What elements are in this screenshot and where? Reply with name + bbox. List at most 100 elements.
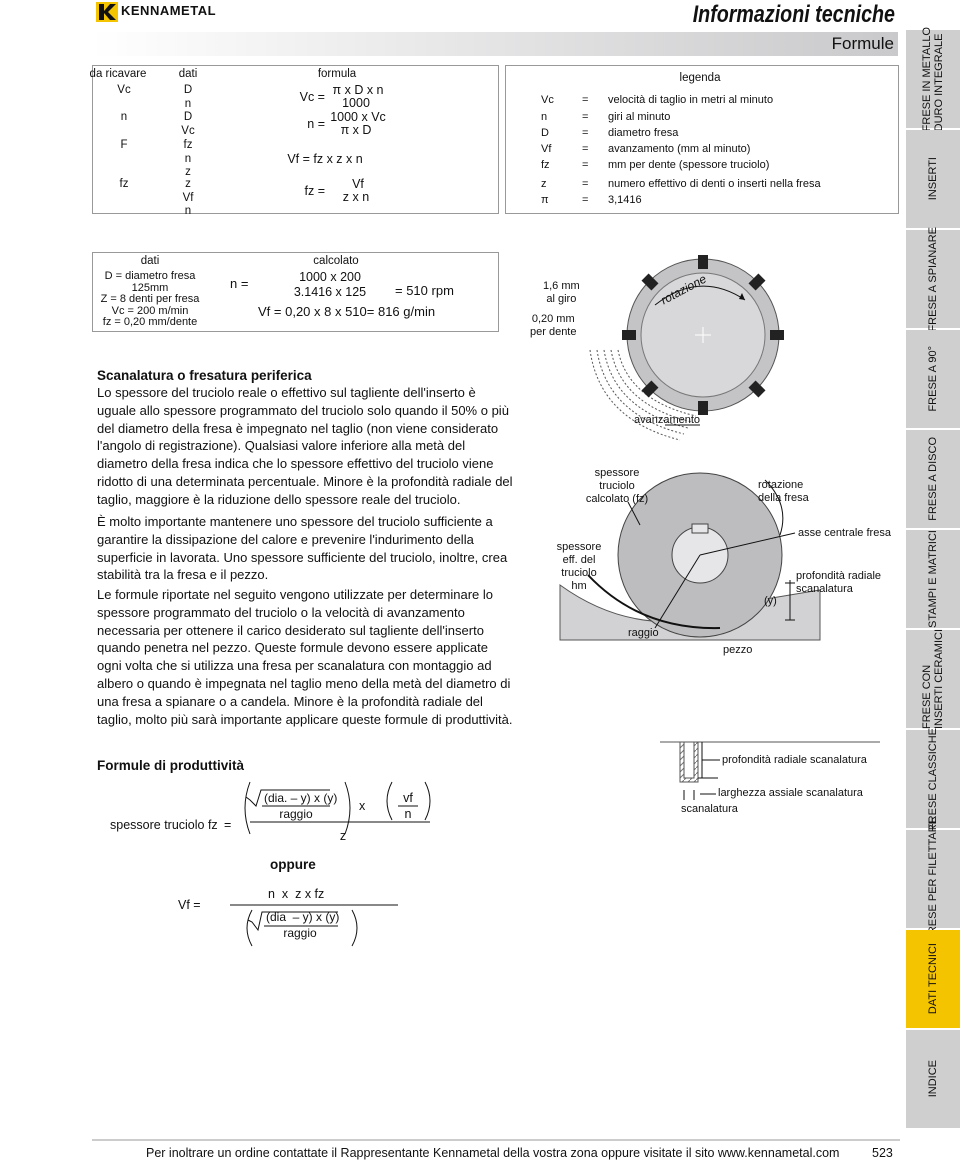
legend-symbol: = xyxy=(582,143,589,155)
drawing-part xyxy=(770,330,784,340)
page-number: 523 xyxy=(872,1146,893,1160)
drawing-part xyxy=(699,532,796,556)
legend-symbol: = xyxy=(582,194,589,206)
formula-text: 3.1416 x 125 xyxy=(293,285,367,299)
formula-text: vf xyxy=(403,791,413,805)
drawing-part xyxy=(230,781,431,947)
tab-label: INSERTI xyxy=(927,157,939,200)
paragraph: È molto importante mantenere uno spessor… xyxy=(97,514,508,583)
sidebar-tab[interactable]: FRESE PER FILETTARE xyxy=(906,817,960,941)
formula-text: Vc = xyxy=(299,90,325,104)
formula-text: 1000 x Vc xyxy=(330,110,386,124)
drawing-part xyxy=(587,574,721,630)
diagram-label: asse centrale fresa xyxy=(798,527,891,539)
drawing-part xyxy=(627,501,641,526)
table-cell: fz xyxy=(119,178,129,190)
formula-text: 1000 x 200 xyxy=(299,270,361,284)
diagram-label: pezzo xyxy=(723,644,753,656)
sidebar-tab[interactable]: DATI TECNICI xyxy=(906,930,960,1030)
legend-title: legenda xyxy=(679,72,721,84)
formula-text: n x z x fz xyxy=(268,887,325,901)
tab-label: DATI TECNICI xyxy=(927,943,939,1014)
formula-text: raggio xyxy=(283,926,317,940)
tab-label: FRESE CLASSICHE xyxy=(927,728,939,830)
formula-text: z x n xyxy=(342,190,370,204)
sidebar-tab[interactable]: FRESE A 90° xyxy=(906,330,960,430)
drawing-part xyxy=(589,349,681,441)
paragraph: Lo spessore del truciolo reale o effetti… xyxy=(97,385,513,507)
tab-label: FRESE A DISCO xyxy=(927,437,939,521)
tab-label: FRESE PER FILETTARE xyxy=(927,817,939,941)
diagram-label: rotazione della fresa xyxy=(758,479,809,505)
tab-label: FRESE A SPIANARE xyxy=(927,227,939,332)
tab-label-line: FRESE IN METALLO xyxy=(921,26,933,132)
text-line: truciolo xyxy=(599,480,635,492)
text-line: della fresa xyxy=(758,492,809,504)
table-header: da ricavare xyxy=(89,68,147,80)
diagram-label: raggio xyxy=(628,627,659,639)
legend-text: 3,1416 xyxy=(608,194,642,206)
formula-text: n = xyxy=(307,117,325,131)
text-line: spessore xyxy=(556,541,602,553)
diagram-label: scanalatura xyxy=(681,803,738,815)
tab-label-line: STAMPI E MATRICI xyxy=(927,530,939,628)
tab-label-line: INSERTI CERAMICI xyxy=(933,628,945,730)
drawing-part xyxy=(246,909,253,947)
drawing-part xyxy=(351,909,358,947)
legend-box xyxy=(505,65,899,214)
table-cell: F xyxy=(120,139,128,151)
drawing-part xyxy=(99,4,116,20)
formula-text: π x D xyxy=(340,123,372,137)
legend-text: mm per dente (spessore truciolo) xyxy=(608,159,770,171)
legend-symbol: Vc xyxy=(541,94,554,106)
sidebar-tab[interactable]: FRESE CLASSICHE xyxy=(906,728,960,830)
table-cell: n xyxy=(184,205,192,217)
formula-text: (dia – y) x (y) xyxy=(266,910,340,924)
tab-label-line: FRESE A 90° xyxy=(927,346,939,412)
sidebar-tab[interactable]: FRESE CON INSERTI CERAMICI xyxy=(906,628,960,730)
diagram-label: spessore eff. del truciolo hm xyxy=(557,541,602,593)
brand: KENNAMETAL xyxy=(121,3,217,18)
drawing-part xyxy=(386,781,393,821)
formula-text: oppure xyxy=(270,857,316,872)
tab-label: FRESE A 90° xyxy=(927,346,939,412)
drawing-part xyxy=(610,349,693,423)
example-text: fz = 0,20 mm/dente xyxy=(102,316,198,328)
formula-text: (dia. – y) x (y) xyxy=(264,791,338,805)
drawing-part xyxy=(698,255,708,269)
text-line: truciolo xyxy=(561,567,597,579)
sidebar-tab[interactable]: FRESE A SPIANARE xyxy=(906,227,960,332)
example-text: Vc = 200 m/min xyxy=(111,304,189,317)
table-cell: D xyxy=(183,111,193,123)
table-cell: D xyxy=(183,84,193,96)
sidebar-tab[interactable]: FRESE A DISCO xyxy=(906,430,960,530)
text-line: 0,20 mm xyxy=(531,313,575,325)
sidebar-tab[interactable]: FRESE IN METALLO DURO INTEGRALE xyxy=(906,27,960,131)
drawing-part xyxy=(641,380,659,398)
legend-text: numero effettivo di denti o inserti nell… xyxy=(608,178,821,190)
table-cell: Vc xyxy=(117,84,131,96)
legend-symbol: π xyxy=(541,194,549,206)
text-line: spessore xyxy=(594,467,640,479)
formula-text: = 510 rpm xyxy=(395,283,454,298)
sidebar-tab[interactable]: INSERTI xyxy=(906,130,960,230)
formula-text: z xyxy=(339,829,347,843)
formula-text: Vf = fz x z x n xyxy=(287,151,363,166)
tab-label-line: DURO INTEGRALE xyxy=(933,33,945,132)
sidebar-tab[interactable]: STAMPI E MATRICI xyxy=(906,530,960,630)
legend-text: giri al minuto xyxy=(608,111,671,123)
diagram-label: profondità radiale scanalatura xyxy=(722,754,867,766)
table-cell: z xyxy=(185,166,191,178)
tab-label: FRESE IN METALLO DURO INTEGRALE xyxy=(921,27,945,131)
heading: Formule di produttività xyxy=(97,758,244,773)
drawing-part xyxy=(247,911,338,932)
tab-label: INDICE xyxy=(927,1060,939,1097)
example-header: calcolato xyxy=(313,255,359,267)
sidebar-tab[interactable]: INDICE xyxy=(906,1030,960,1130)
formula-text: spessore truciolo fz xyxy=(110,818,218,832)
example-header: dati xyxy=(140,255,160,267)
legend-text: velocità di taglio in metri al minuto xyxy=(608,94,774,106)
drawing-part xyxy=(245,789,330,807)
table-cell: fz xyxy=(183,139,193,151)
text-line: 1,6 mm xyxy=(543,280,580,292)
